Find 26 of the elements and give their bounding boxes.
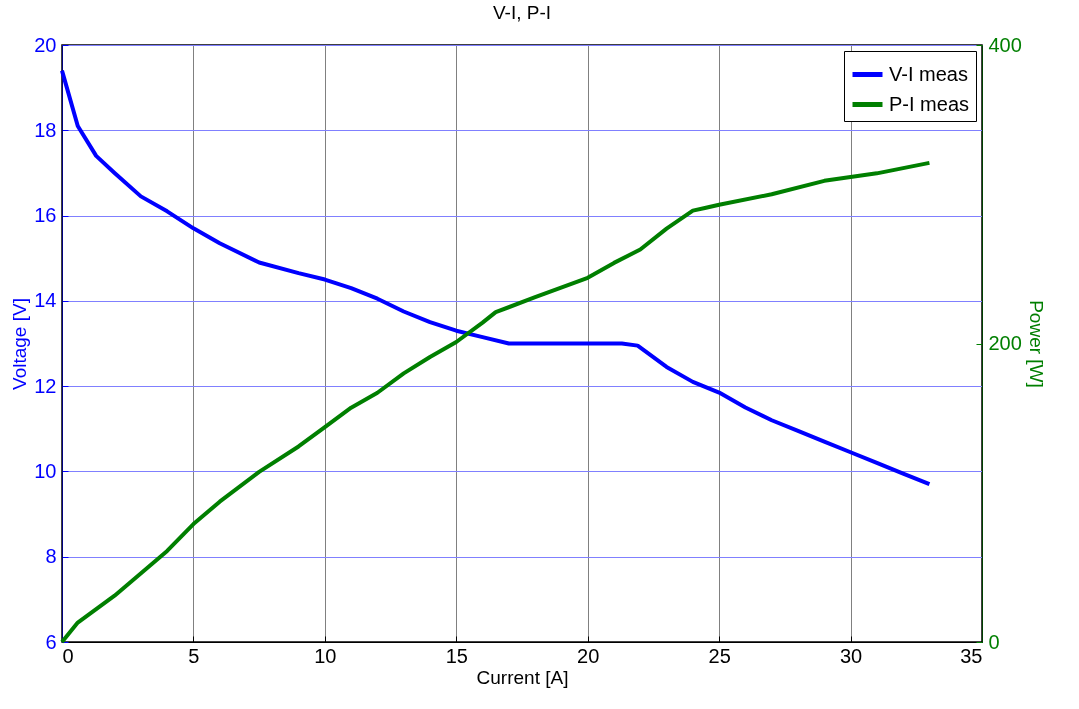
y-tick-label: 12 bbox=[34, 374, 57, 397]
chart-title: V-I, P-I bbox=[492, 2, 552, 23]
y-tick-label: 8 bbox=[45, 545, 57, 568]
x-tick-label: 5 bbox=[188, 644, 200, 667]
y2-tick-label: 0 bbox=[988, 630, 1000, 653]
x-tick-label: 25 bbox=[708, 644, 731, 667]
y2-tick-label: 400 bbox=[988, 33, 1022, 56]
y-tick-label: 20 bbox=[34, 33, 57, 56]
legend-label: P-I meas bbox=[889, 92, 970, 115]
y2-tick-label: 200 bbox=[988, 332, 1022, 354]
x-axis-title: Current [A] bbox=[476, 666, 569, 688]
y-tick-label: 10 bbox=[34, 459, 57, 482]
y-tick-label: 6 bbox=[45, 630, 57, 653]
x-tick-label: 20 bbox=[577, 644, 600, 667]
line-series bbox=[60, 160, 932, 644]
y-axis-title: Voltage [V] bbox=[9, 298, 31, 390]
x-tick-label: 0 bbox=[62, 644, 74, 667]
legend-label: V-I meas bbox=[889, 62, 968, 85]
y2-axis-title: Power [W] bbox=[1025, 300, 1047, 388]
y-tick-label: 18 bbox=[34, 118, 57, 141]
y-tick-label: 14 bbox=[34, 289, 57, 312]
y-tick-label: 16 bbox=[34, 204, 57, 227]
x-tick-label: 10 bbox=[314, 644, 337, 667]
x-tick-label: 15 bbox=[445, 644, 468, 667]
x-tick-label: 35 bbox=[960, 644, 983, 667]
x-tick-label: 30 bbox=[839, 644, 863, 667]
